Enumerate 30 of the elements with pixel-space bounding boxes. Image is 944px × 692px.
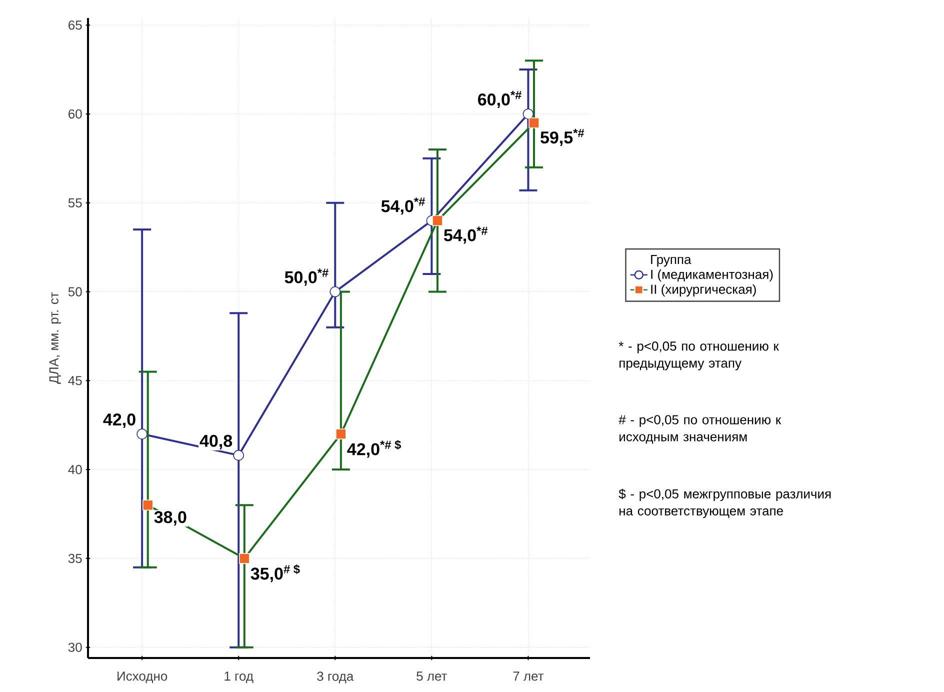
- text: $ - p<0,05 межгрупповые различия на соответствующем этапе: [618, 488, 831, 518]
- text: * - p<0,05 по отношению к предыдущему этапу: [618, 342, 779, 370]
- y-tick-label: 60: [68, 109, 82, 119]
- data-label: 40,8: [200, 434, 232, 450]
- data-label: 35,0$^{# $}$: [250, 564, 300, 582]
- data-label: 42,0: [103, 413, 136, 428]
- data-label: 38,0: [154, 511, 186, 526]
- y-tick-label: 65: [68, 20, 82, 30]
- y-tick-label: 35: [68, 554, 82, 564]
- data-label: 60,0$^{*#}$: [478, 90, 522, 108]
- x-tick-label: 7 лет: [513, 672, 544, 681]
- x-tick-label: 3 года: [317, 672, 354, 684]
- x-tick-label: 5 лет: [416, 672, 448, 681]
- y-tick-label: 40: [68, 464, 82, 474]
- data-label: 42,0$^{*# $}$: [347, 440, 402, 458]
- x-tick-label: Исходно: [118, 672, 168, 684]
- data-label: 50,0$^{*#}$: [284, 268, 328, 286]
- y-tick-label: 30: [68, 642, 82, 652]
- y-tick-label: 55: [68, 198, 82, 208]
- y-axis-title: ДЛА, мм. рт. ст: [49, 292, 62, 384]
- legend-label: II (хирургическая): [651, 284, 756, 296]
- y-tick-label: 50: [68, 287, 82, 296]
- x-tick-label: 1 год: [224, 672, 254, 684]
- y-tick-label: 45: [68, 376, 82, 386]
- legend-label: I (медикаментозная): [651, 269, 773, 282]
- data-label: 54,0$^{*#}$: [444, 226, 488, 244]
- legend-title: Группа: [651, 254, 692, 267]
- text: # - p<0,05 по отношению к исходным значениям: [618, 415, 782, 444]
- data-label: 54,0$^{*#}$: [381, 198, 425, 215]
- data-label: 59,5$^{*#}$: [540, 128, 584, 146]
